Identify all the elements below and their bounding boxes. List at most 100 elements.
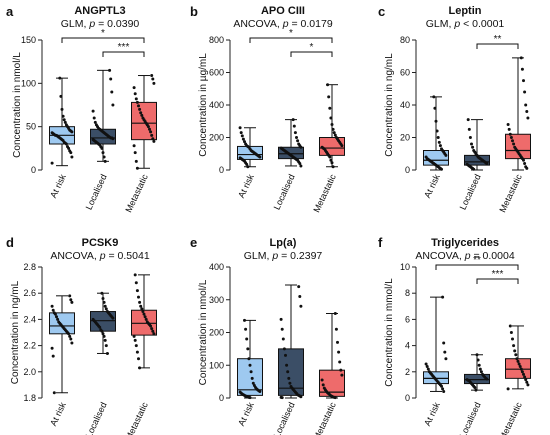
significance-label: *: [289, 28, 293, 39]
data-point: [134, 159, 138, 163]
panel-title: PCSK9: [82, 237, 119, 249]
bracket-line: [61, 37, 145, 43]
data-point: [320, 378, 324, 382]
box-metastatic: [505, 324, 531, 391]
data-point: [101, 332, 105, 336]
data-point: [144, 317, 148, 321]
data-point: [52, 311, 56, 315]
x-category-label: Metastatic: [311, 172, 338, 214]
stat-test: GLM,: [426, 18, 455, 30]
significance-label: **: [494, 34, 502, 45]
data-point: [481, 372, 484, 376]
data-point: [137, 357, 140, 361]
data-point: [506, 123, 510, 126]
y-tick-label: 800: [209, 35, 224, 45]
y-tick-label: 0: [31, 165, 36, 175]
data-point: [247, 357, 251, 361]
data-point: [137, 295, 140, 299]
significance-label: *: [101, 28, 105, 39]
box-metastatic: [319, 83, 345, 169]
significance-bracket: **: [435, 255, 519, 270]
box-at-risk: [49, 294, 75, 395]
data-point: [101, 296, 105, 300]
data-point: [321, 383, 325, 387]
data-point: [424, 155, 428, 159]
y-tick-label: 60: [400, 68, 410, 78]
data-point: [103, 338, 107, 342]
data-point: [152, 81, 156, 85]
data-point: [526, 383, 530, 387]
data-point: [519, 56, 523, 60]
data-point: [138, 366, 142, 370]
data-point: [513, 349, 517, 353]
data-point: [322, 386, 326, 390]
data-point: [249, 370, 253, 374]
data-point: [51, 308, 55, 312]
x-category-label: Localised: [84, 173, 109, 212]
data-point: [56, 317, 60, 321]
significance-bracket: ***: [476, 269, 519, 284]
bracket-line: [476, 278, 519, 284]
x-category-label: At risk: [236, 400, 256, 427]
data-point: [298, 294, 302, 298]
data-point: [471, 145, 475, 149]
y-tick-label: 2.0: [23, 367, 36, 377]
data-point: [282, 347, 286, 351]
data-point: [251, 381, 255, 385]
data-point: [103, 159, 107, 163]
data-point: [68, 334, 72, 338]
data-point: [526, 116, 530, 120]
data-point: [509, 331, 513, 334]
data-point: [149, 130, 153, 134]
box-at-risk: [49, 76, 75, 167]
significance-bracket: *: [290, 42, 333, 57]
stat-value: = 0.5041: [106, 250, 150, 262]
data-point: [427, 370, 431, 374]
data-point: [329, 158, 333, 162]
data-point: [326, 83, 330, 87]
stat-label: ANCOVA, p = 0.0179: [233, 18, 332, 30]
data-point: [507, 127, 511, 131]
panel-label: e: [190, 235, 197, 250]
stat-test: ANCOVA,: [233, 18, 282, 30]
data-point: [244, 142, 248, 146]
data-point: [297, 285, 301, 289]
data-point: [525, 110, 529, 113]
x-category-label: Metastatic: [497, 172, 524, 214]
data-point: [520, 67, 524, 71]
data-point: [238, 126, 242, 130]
data-point: [508, 132, 512, 136]
data-point: [339, 368, 343, 372]
data-point: [132, 86, 136, 90]
y-tick-label: 2.2: [23, 341, 36, 351]
data-point: [246, 347, 250, 351]
data-point: [331, 127, 335, 131]
panel-title: Leptin: [449, 5, 482, 17]
stat-var: p: [453, 18, 460, 30]
x-category-label: Localised: [458, 401, 483, 435]
data-point: [133, 151, 137, 155]
data-point: [109, 77, 113, 81]
panel-label: c: [378, 4, 385, 19]
data-point: [133, 338, 137, 342]
data-point: [133, 92, 137, 96]
data-point: [62, 118, 66, 122]
data-point: [134, 281, 138, 285]
x-category-label: Metastatic: [123, 400, 150, 435]
data-point: [435, 129, 439, 133]
data-point: [91, 109, 95, 113]
significance-label: *: [310, 42, 314, 53]
x-category-label: Metastatic: [311, 400, 338, 435]
data-point: [70, 300, 74, 304]
data-point: [140, 113, 144, 117]
data-point: [68, 149, 72, 153]
y-tick-label: 150: [21, 35, 36, 45]
data-point: [132, 144, 136, 148]
box-localised: [464, 118, 490, 171]
stat-value: = 0.0004: [471, 250, 515, 262]
significance-bracket: *: [61, 28, 145, 43]
y-tick-label: 100: [21, 78, 36, 88]
